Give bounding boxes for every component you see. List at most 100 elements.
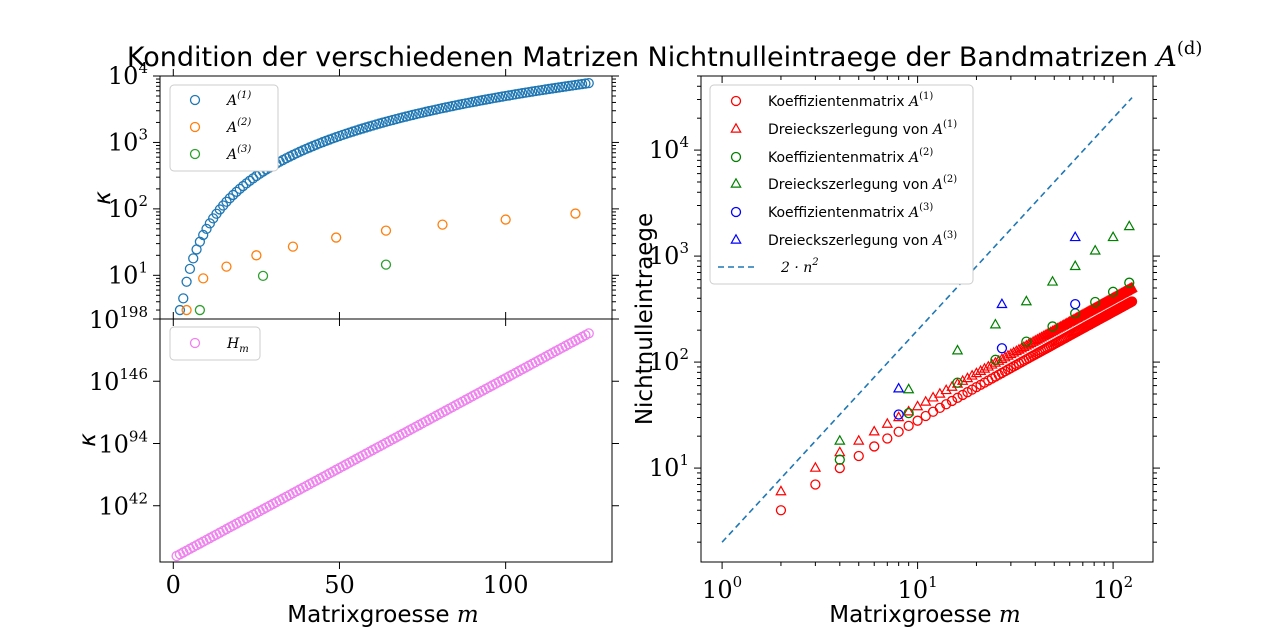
koeff-a1-point xyxy=(775,505,787,516)
legend-a2: A(2) xyxy=(225,117,251,136)
dreieck-a2-point xyxy=(951,344,964,355)
dreieck-a1-point xyxy=(881,417,894,428)
right-legend-box xyxy=(709,84,974,285)
koeff-a2-point xyxy=(990,354,1001,365)
right-ytick-label: 103 xyxy=(649,239,689,270)
a2-point xyxy=(181,304,192,316)
dreieck-a1-point xyxy=(1007,346,1020,357)
a1-point xyxy=(510,89,521,100)
a1-point xyxy=(204,218,216,229)
right-xlabel: Matrixgroesse m xyxy=(829,602,1020,628)
a1-point xyxy=(201,223,212,235)
koeff-a2-point xyxy=(1124,277,1135,288)
dreieck-a2-point xyxy=(1123,220,1135,231)
a1-point xyxy=(188,253,199,264)
dreieck-a3-point xyxy=(892,382,905,393)
a1-point xyxy=(570,79,581,91)
dreieck-a1-point xyxy=(1005,348,1017,359)
dreieck-a1-point xyxy=(911,400,924,411)
bottom-left-legend: Hm xyxy=(169,326,261,361)
a3-point xyxy=(380,259,392,270)
top-ytick-label: 102 xyxy=(108,192,148,223)
left-xlabel: Matrixgroesse m xyxy=(287,602,478,628)
a2-point xyxy=(380,225,392,236)
bottom-left-legend-box xyxy=(169,326,261,361)
a2-point xyxy=(437,219,448,230)
right-ticks: 100 101 102 101 102 103 104 xyxy=(649,75,1160,604)
a1-point xyxy=(530,85,541,97)
a1-point xyxy=(231,186,242,197)
koeff-a2-point xyxy=(903,407,914,419)
a1-point xyxy=(237,180,249,192)
koeff-a1-point xyxy=(834,462,845,474)
top-left-points xyxy=(174,77,594,316)
dreieck-a1-point xyxy=(834,446,846,457)
top-ytick-label: 103 xyxy=(108,125,148,156)
a2-point xyxy=(570,208,581,219)
right-legend-label: Dreieckszerlegung von A(2) xyxy=(768,174,957,193)
a1-point xyxy=(178,293,189,304)
a1-point xyxy=(224,193,235,204)
dreieck-a2-point xyxy=(1046,275,1059,286)
right-legend-label: Koeffizientenmatrix A(2) xyxy=(768,147,933,166)
right-legend-marker xyxy=(730,177,742,188)
bottom-ytick-label: 1042 xyxy=(98,490,148,521)
a1-point xyxy=(563,80,574,92)
dreieck-a1-point xyxy=(892,411,905,422)
a1-point xyxy=(234,183,245,195)
bottom-xtick-label: 0 xyxy=(166,571,181,599)
legend-a1-base: A xyxy=(225,93,237,109)
koeff-a1-point xyxy=(853,450,864,462)
koeff-a1-point xyxy=(946,395,958,407)
koeff-a2-point xyxy=(1090,296,1101,308)
right-xtick-label: 100 xyxy=(702,573,742,604)
koeff-a1-point xyxy=(952,392,963,403)
right-ytick-label: 104 xyxy=(649,133,689,164)
a1-point xyxy=(583,77,594,89)
dreieck-a2-point xyxy=(1069,259,1081,271)
koeff-a2-point xyxy=(1047,321,1058,332)
a1-point xyxy=(198,229,209,241)
a1-point xyxy=(520,87,531,98)
top-left-ylabel: κ xyxy=(90,191,116,205)
legend-hm-base: H xyxy=(226,336,240,352)
right-legend-marker xyxy=(730,233,742,244)
dreieck-a1-point xyxy=(809,461,822,472)
left-title: Kondition der verschiedenen Matrizen xyxy=(127,42,639,73)
right-xlabel-math: m xyxy=(999,602,1021,628)
a2-point xyxy=(500,214,511,225)
dreieck-a1-point xyxy=(956,374,969,385)
right-legend: Koeffizientenmatrix A(1) Dreieckszerlegun… xyxy=(709,84,974,285)
koeff-a3-point xyxy=(1070,299,1081,310)
koeff-a1-point xyxy=(927,406,939,417)
a1-point xyxy=(174,304,186,316)
koeff-a1-point xyxy=(912,415,923,426)
legend-a2-sup: (2) xyxy=(237,117,251,128)
a1-point xyxy=(513,88,525,99)
dreieck-a1-point xyxy=(853,434,865,445)
a2-point xyxy=(198,273,209,284)
a1-point xyxy=(547,83,558,94)
a1-point xyxy=(556,81,568,93)
dreieck-a1-point xyxy=(961,372,974,383)
a2-point xyxy=(287,241,299,252)
right-legend-label: Koeffizientenmatrix A(3) xyxy=(768,202,933,221)
dreieck-a3-point xyxy=(1069,230,1081,242)
right-title-text: Nichtnulleintraege der Bandmatrizen xyxy=(648,42,1157,73)
a2-point xyxy=(330,232,342,243)
bottom-left-ylabel: κ xyxy=(75,433,101,447)
koeff-a1-point xyxy=(1005,362,1017,374)
right-points xyxy=(721,97,1138,543)
a1-point xyxy=(517,88,528,99)
right-xlabel-text: Matrixgroesse xyxy=(829,602,999,628)
right-xtick-label: 102 xyxy=(1093,573,1133,604)
a1-point xyxy=(227,189,239,201)
right-legend-label: Dreieckszerlegung von A(3) xyxy=(768,230,957,249)
right-xtick-label: 101 xyxy=(898,573,938,604)
top-ytick-label: 101 xyxy=(108,258,148,289)
dreieck-a2-point xyxy=(1020,295,1033,306)
bottom-left-ticks: 1042 1094 10146 10198 0 50 100 xyxy=(89,303,619,599)
a1-point xyxy=(573,79,584,90)
a1-point xyxy=(523,86,535,98)
bottom-ytick-label: 1094 xyxy=(98,427,148,458)
